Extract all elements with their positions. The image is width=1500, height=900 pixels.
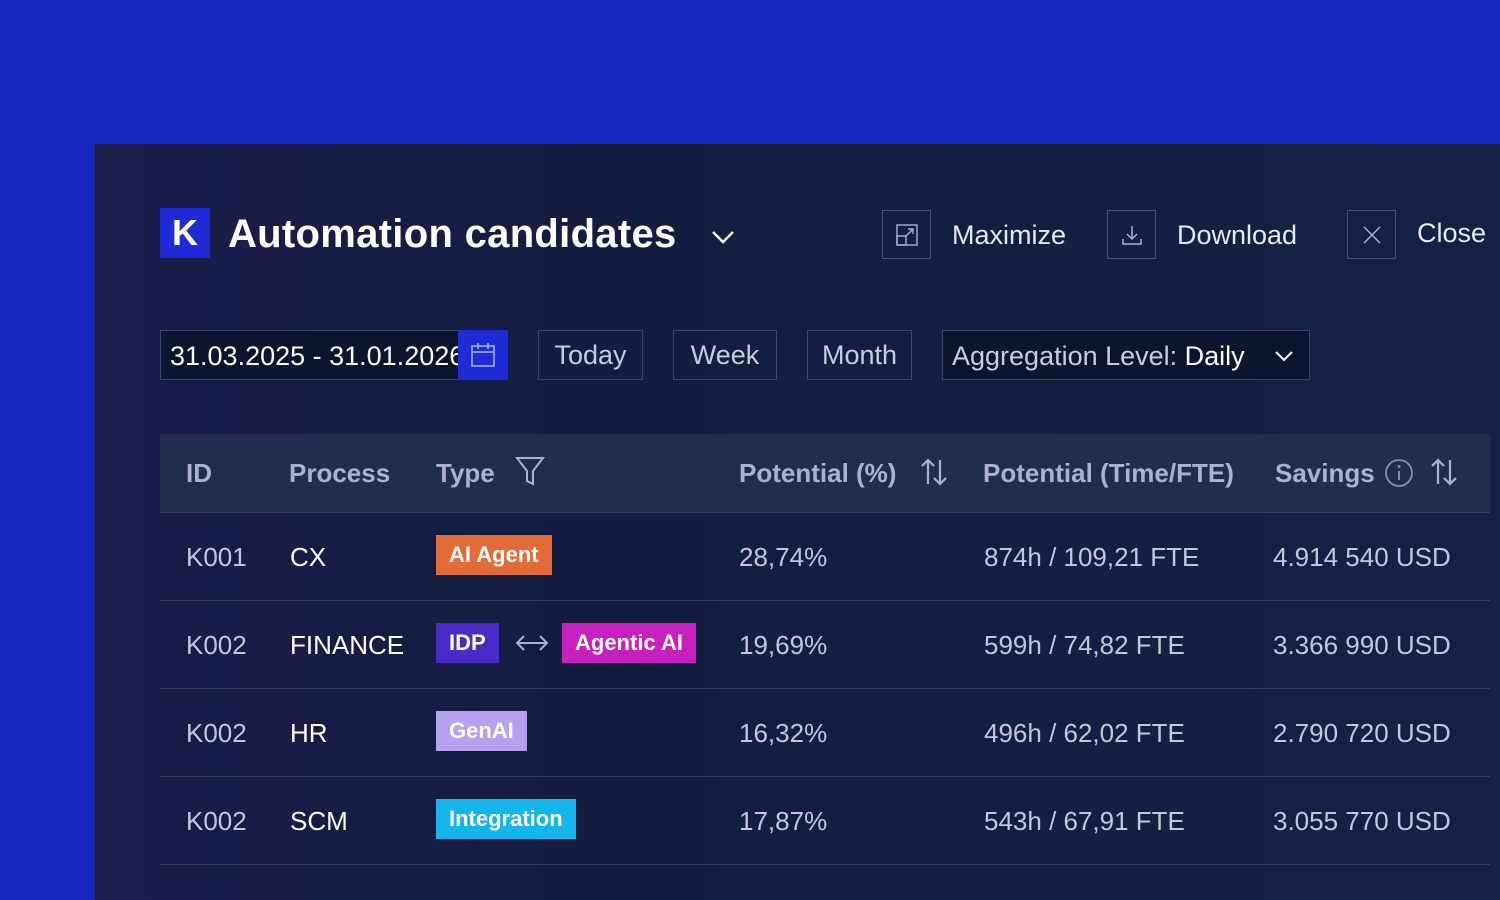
cell-potential-time: 496h / 62,02 FTE (984, 718, 1185, 748)
date-range-value[interactable]: 31.03.2025 - 31.01.2026 (170, 341, 465, 371)
cell-id: K001 (186, 542, 247, 572)
k-logo: K (160, 208, 210, 258)
cell-potential-pct: 19,69% (739, 630, 828, 660)
filter-icon[interactable] (515, 455, 545, 487)
cell-potential-time: 599h / 74,82 FTE (984, 630, 1185, 660)
aggregation-level-prefix: Aggregation Level: (952, 341, 1185, 371)
aggregation-level-select[interactable]: Aggregation Level: Daily (942, 330, 1310, 380)
info-icon[interactable] (1384, 458, 1414, 488)
close-icon (1362, 225, 1381, 244)
panel-title[interactable]: Automation candidates (228, 212, 677, 256)
close-button[interactable] (1347, 210, 1396, 259)
table-row[interactable]: K002 SCM Integration 17,87% 543h / 67,91… (160, 777, 1490, 865)
cell-process: CX (290, 542, 327, 572)
tag-ai-agent: AI Agent (436, 535, 552, 575)
chevron-down-icon (1275, 351, 1293, 362)
cell-id: K002 (186, 630, 247, 660)
filter-bar: 31.03.2025 - 31.01.2026 Today Week Month… (160, 330, 1500, 380)
cell-potential-pct: 17,87% (739, 806, 828, 836)
cell-savings: 2.790 720 USD (1273, 718, 1451, 748)
month-button[interactable]: Month (807, 330, 912, 380)
cell-potential-pct: 16,32% (739, 718, 828, 748)
aggregation-level-text: Aggregation Level: Daily (952, 341, 1245, 372)
column-header-potential-time: Potential (Time/FTE) (983, 458, 1234, 488)
automation-candidates-panel: K Automation candidates Maximize Downloa… (94, 143, 1500, 900)
table-row[interactable]: K001 CX AI Agent 28,74% 874h / 109,21 FT… (160, 513, 1490, 601)
cell-process: HR (290, 718, 328, 748)
tag-idp: IDP (436, 623, 499, 663)
table-row[interactable]: K002 HR GenAI 16,32% 496h / 62,02 FTE 2.… (160, 689, 1490, 777)
column-header-potential-pct[interactable]: Potential (%) (739, 458, 897, 488)
table-row[interactable]: K002 FINANCE IDP Agentic AI 19,69% 599h … (160, 601, 1490, 689)
sort-icon[interactable] (919, 456, 949, 488)
cell-savings: 3.055 770 USD (1273, 806, 1451, 836)
swap-arrows-icon (515, 635, 549, 651)
maximize-button[interactable] (882, 210, 931, 259)
date-range-field[interactable]: 31.03.2025 - 31.01.2026 (160, 330, 508, 380)
tag-integration: Integration (436, 799, 576, 839)
today-button[interactable]: Today (538, 330, 643, 380)
sort-icon[interactable] (1429, 456, 1459, 488)
close-label[interactable]: Close (1417, 218, 1487, 248)
cell-savings: 4.914 540 USD (1273, 542, 1451, 572)
calendar-button[interactable] (458, 330, 508, 380)
maximize-label[interactable]: Maximize (952, 220, 1067, 250)
column-header-savings[interactable]: Savings (1275, 458, 1375, 488)
column-header-id: ID (186, 458, 212, 488)
download-button[interactable] (1107, 210, 1156, 259)
week-button[interactable]: Week (673, 330, 777, 380)
chevron-down-icon[interactable] (708, 222, 738, 252)
calendar-icon (471, 343, 495, 367)
cell-id: K002 (186, 806, 247, 836)
cell-process: SCM (290, 806, 348, 836)
maximize-icon (895, 223, 918, 246)
table-header: ID Process Type Potential (%) Potential … (160, 434, 1490, 513)
aggregation-level-value: Daily (1184, 341, 1245, 371)
cell-potential-time: 543h / 67,91 FTE (984, 806, 1185, 836)
tag-agentic-ai: Agentic AI (562, 623, 696, 663)
column-header-type: Type (436, 458, 495, 488)
column-header-process: Process (289, 458, 391, 488)
candidates-table: ID Process Type Potential (%) Potential … (160, 434, 1490, 865)
tag-genai: GenAI (436, 711, 527, 751)
panel-header: K Automation candidates Maximize Downloa… (160, 208, 1500, 260)
download-label[interactable]: Download (1177, 220, 1298, 250)
download-icon (1121, 225, 1142, 245)
cell-process: FINANCE (290, 630, 405, 660)
cell-potential-time: 874h / 109,21 FTE (984, 542, 1200, 572)
cell-id: K002 (186, 718, 247, 748)
cell-savings: 3.366 990 USD (1273, 630, 1451, 660)
cell-potential-pct: 28,74% (739, 542, 828, 572)
